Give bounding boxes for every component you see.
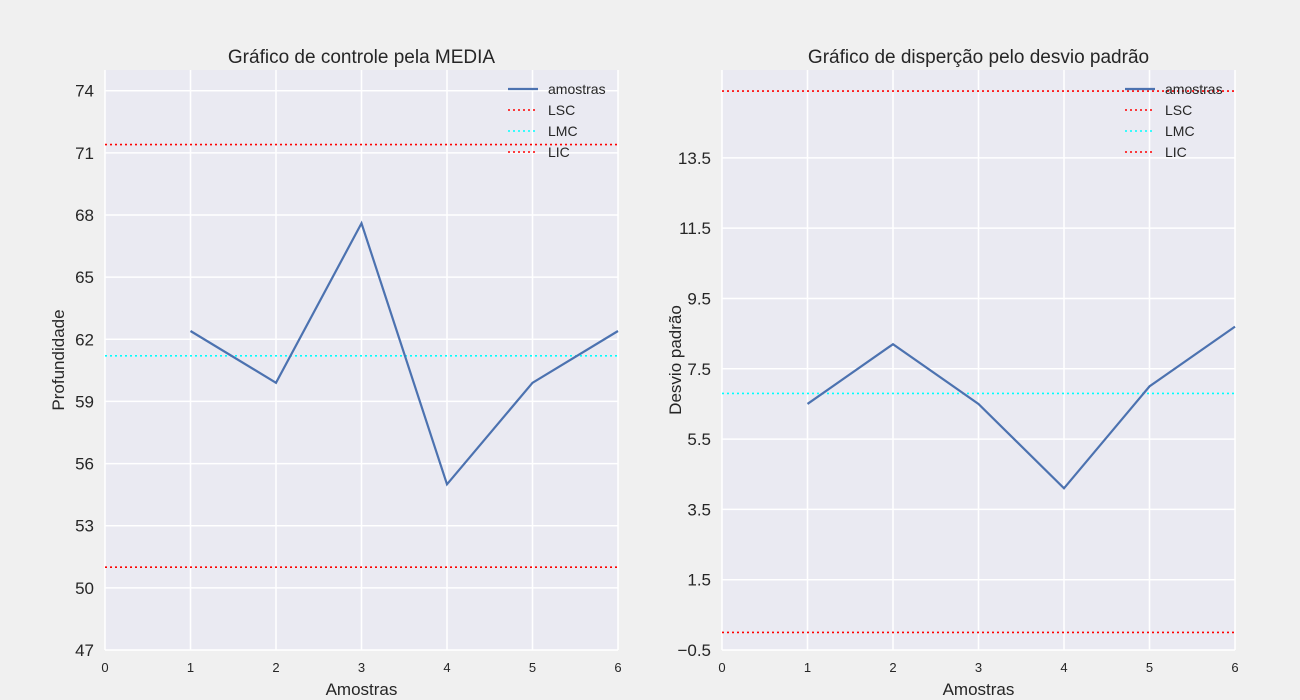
x-tick-label: 2: [889, 660, 896, 675]
x-tick-label: 4: [1060, 660, 1067, 675]
chart-title: Gráfico de disperção pelo desvio padrão: [808, 47, 1149, 68]
legend-label-lic: LIC: [1165, 144, 1187, 160]
x-tick-label: 3: [358, 660, 365, 675]
y-axis-label: Profundidade: [49, 309, 68, 410]
legend: amostras LSC LMC LIC: [508, 81, 606, 160]
x-tick-label: 0: [101, 660, 108, 675]
series-line-amostras: [806, 325, 1236, 490]
x-tick-label: 5: [529, 660, 536, 675]
y-tick-label: 71: [75, 144, 94, 163]
legend-label-lic: LIC: [548, 144, 570, 160]
y-tick-label: 3.5: [687, 500, 711, 519]
y-tick-label: 50: [75, 579, 94, 598]
y-tick-label: 65: [75, 268, 94, 287]
x-tick-label: 6: [1231, 660, 1238, 675]
legend: amostras LSC LMC LIC: [1125, 81, 1223, 160]
x-axis-label: Amostras: [326, 680, 398, 699]
y-tick-label: 11.5: [679, 219, 711, 238]
y-tick-label: 68: [75, 206, 94, 225]
x-tick-label: 5: [1146, 660, 1153, 675]
y-axis-label: Desvio padrão: [666, 305, 685, 415]
x-tick-label: 3: [975, 660, 982, 675]
y-tick-label: 13.5: [678, 149, 711, 168]
y-tick-label: 9.5: [687, 289, 711, 308]
x-tick-label: 1: [187, 660, 194, 675]
y-tick-label: 53: [75, 517, 94, 536]
y-tick-label: 5.5: [687, 430, 711, 449]
y-tick-label: −0.5: [677, 641, 711, 660]
y-tick-label: 74: [75, 82, 94, 101]
chart-title: Gráfico de controle pela MEDIA: [228, 47, 496, 68]
legend-label-amostras: amostras: [1165, 81, 1223, 97]
x-tick-label: 4: [443, 660, 450, 675]
y-tick-label: 56: [75, 455, 94, 474]
y-tick-label: 47: [75, 641, 94, 660]
x-tick-label: 1: [804, 660, 811, 675]
legend-label-lmc: LMC: [1165, 123, 1195, 139]
series-line-amostras: [189, 220, 619, 487]
legend-label-lsc: LSC: [1165, 102, 1192, 118]
legend-label-amostras: amostras: [548, 81, 606, 97]
x-tick-label: 2: [272, 660, 279, 675]
x-tick-label: 0: [718, 660, 725, 675]
x-axis-label: Amostras: [943, 680, 1015, 699]
y-tick-label: 62: [75, 330, 94, 349]
y-tick-label: 7.5: [687, 360, 711, 379]
y-tick-label: 59: [75, 392, 94, 411]
chart-2: 0 1 2 3 4 5 6 −0.5 1.5 3.5 5.5 7.5 9.5 11.5 13.5 Gráfic…: [666, 47, 1239, 699]
legend-label-lsc: LSC: [548, 102, 575, 118]
y-tick-label: 1.5: [687, 571, 711, 590]
legend-label-lmc: LMC: [548, 123, 578, 139]
x-tick-label: 6: [614, 660, 621, 675]
